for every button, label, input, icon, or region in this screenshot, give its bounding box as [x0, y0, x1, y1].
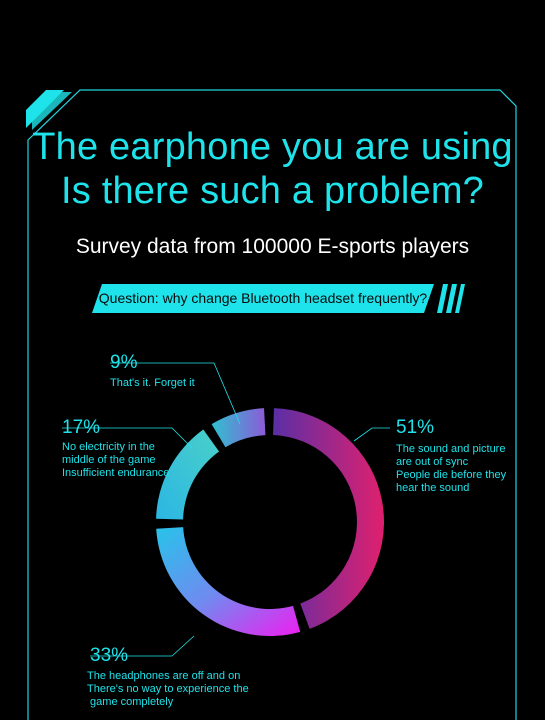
slice-label-percent-51: 51%: [396, 417, 435, 438]
slice-17-line-1: No electricity in the: [62, 441, 155, 453]
slice-label-text-17: No electricity in the middle of the game…: [62, 441, 187, 480]
slash-decoration-icon: [437, 284, 465, 313]
donut-slice-17: [156, 429, 220, 520]
leader-line-51: [353, 427, 390, 442]
page-title-line-1: The earphone you are using: [32, 126, 513, 168]
slice-label-percent-33: 33%: [90, 645, 129, 666]
slice-33-line-2: There's no way to experience the: [87, 683, 249, 695]
leader-line-17: [62, 427, 193, 449]
slice-9-line-1: That's it. Forget it: [110, 377, 195, 389]
donut-slice-9: [211, 408, 266, 448]
question-banner: [92, 284, 434, 313]
donut-slice-33: [156, 527, 301, 636]
slice-51-line-3: People die before they: [396, 469, 507, 481]
slice-17-line-2: middle of the game: [62, 454, 156, 466]
slice-label-text-33: The headphones are off and on There's no…: [87, 670, 257, 709]
leader-line-9: [110, 362, 241, 425]
slice-51-line-4: hear the sound: [396, 482, 470, 494]
slice-17-line-3: Insufficient endurance: [62, 467, 170, 479]
slice-label-percent-17: 17%: [62, 417, 101, 438]
survey-subtitle: Survey data from 100000 E-sports players: [75, 235, 470, 258]
question-text: Question: why change Bluetooth headset f…: [98, 290, 428, 306]
slice-label-percent-9: 9%: [110, 352, 138, 373]
slice-51-line-1: The sound and picture: [396, 443, 506, 455]
slice-33-line-3: game completely: [87, 696, 174, 708]
slice-51-line-2: are out of sync: [396, 456, 469, 468]
slice-33-line-1: The headphones are off and on: [87, 670, 241, 682]
slice-label-text-9: That's it. Forget it: [110, 377, 195, 390]
slice-label-text-51: The sound and picture are out of sync Pe…: [396, 443, 521, 495]
donut-slice-51: [273, 408, 384, 629]
leader-line-33: [90, 635, 195, 657]
page-title-line-2: Is there such a problem?: [60, 170, 485, 212]
